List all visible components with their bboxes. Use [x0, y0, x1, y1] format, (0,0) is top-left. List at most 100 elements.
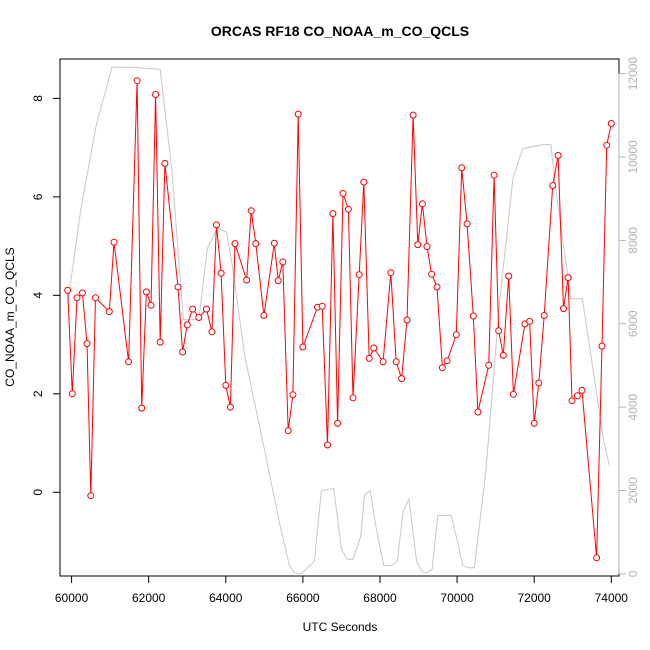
data-point: [195, 314, 203, 321]
data-point: [568, 397, 576, 405]
data-point: [355, 271, 363, 279]
y-tick-label: 6: [31, 193, 45, 200]
data-point: [125, 358, 133, 366]
data-point: [509, 390, 517, 398]
data-point: [279, 258, 287, 266]
data-point: [598, 342, 606, 350]
data-point: [505, 272, 513, 280]
secondary-y-axis: 0 2000 4000 6000 8000 10000 12000: [618, 57, 640, 577]
data-point: [92, 294, 99, 302]
data-point: [270, 239, 278, 247]
data-point: [573, 392, 581, 400]
data-point: [247, 207, 255, 215]
data-point: [299, 343, 307, 351]
data-point: [217, 269, 225, 277]
data-point: [526, 317, 534, 325]
data-point: [64, 286, 72, 294]
data-point: [360, 178, 368, 186]
data-point: [161, 159, 169, 167]
x-tick-label: 74000: [595, 591, 629, 605]
data-point: [463, 220, 471, 228]
main-series-line: [67, 80, 612, 558]
data-point: [578, 386, 586, 394]
data-point: [105, 308, 113, 316]
data-point: [490, 171, 498, 179]
x-tick-label: 66000: [286, 591, 320, 605]
data-point: [260, 312, 268, 319]
y-axis: 0 2 4 6 8: [31, 95, 61, 496]
x-tick-label: 72000: [517, 591, 551, 605]
data-point: [409, 111, 417, 119]
data-point: [607, 120, 615, 127]
data-point: [329, 210, 337, 218]
data-point: [398, 375, 406, 383]
data-point: [87, 492, 95, 500]
data-point: [174, 283, 182, 291]
data-point: [183, 321, 191, 329]
data-point: [324, 441, 331, 449]
data-point: [365, 354, 373, 362]
data-point: [156, 338, 164, 346]
data-point: [535, 379, 543, 387]
data-point: [274, 277, 282, 285]
data-point: [564, 274, 572, 282]
data-point: [152, 91, 160, 98]
y2-tick-label: 0: [626, 570, 640, 577]
y2-tick-label: 8000: [626, 227, 640, 254]
data-point: [428, 270, 436, 278]
data-point: [418, 200, 426, 208]
data-point: [495, 327, 503, 335]
x-axis-label: UTC Seconds: [303, 620, 378, 634]
data-point: [68, 390, 76, 398]
data-point: [530, 419, 538, 427]
data-point: [474, 408, 482, 416]
x-tick-label: 60000: [55, 591, 89, 605]
data-point: [213, 221, 220, 229]
data-point: [554, 152, 562, 159]
x-tick-label: 70000: [440, 591, 474, 605]
plot-area-frame: [59, 58, 620, 577]
data-point: [231, 240, 239, 248]
data-point: [403, 316, 411, 324]
data-point: [179, 348, 187, 356]
data-point: [485, 361, 493, 369]
data-point: [593, 554, 601, 562]
data-point: [138, 404, 146, 412]
data-point: [438, 364, 446, 372]
data-point: [433, 283, 441, 291]
data-point: [423, 243, 431, 251]
x-tick-label: 68000: [363, 591, 397, 605]
data-point: [294, 110, 302, 118]
data-point: [414, 241, 422, 249]
data-point: [560, 305, 567, 313]
y2-tick-label: 10000: [626, 140, 640, 174]
data-point: [73, 294, 81, 302]
main-series: [64, 77, 615, 562]
data-point: [110, 238, 118, 246]
data-point: [452, 331, 460, 339]
y2-tick-label: 4000: [626, 393, 640, 420]
data-point: [549, 182, 557, 189]
x-tick-label: 64000: [209, 591, 243, 605]
y2-tick-label: 12000: [626, 57, 640, 91]
data-point: [226, 403, 234, 411]
data-point: [189, 305, 197, 313]
data-point: [379, 358, 387, 366]
x-axis: 60000 62000 64000 66000 68000 70000 72000 74000: [55, 575, 629, 605]
data-point: [284, 427, 292, 435]
data-point: [78, 289, 86, 297]
data-point: [289, 391, 297, 399]
y2-tick-label: 6000: [626, 310, 640, 337]
data-point: [318, 302, 326, 310]
data-point: [499, 351, 507, 359]
data-point: [349, 394, 357, 402]
data-point: [339, 189, 347, 197]
x-tick-label: 62000: [132, 591, 166, 605]
data-point: [252, 240, 260, 248]
y-axis-label: CO_NOAA_m_CO_QCLS: [3, 247, 17, 386]
data-point: [344, 205, 352, 213]
data-point: [469, 312, 477, 320]
y-tick-label: 4: [31, 292, 45, 299]
data-point: [603, 141, 611, 149]
